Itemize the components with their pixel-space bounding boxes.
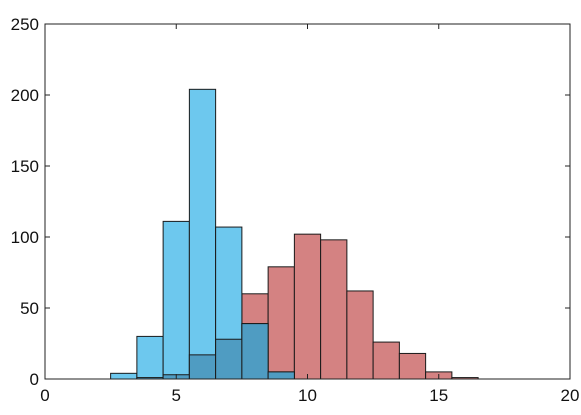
- x-tick-label-20: 20: [561, 386, 580, 405]
- histogram-bar-series-1-bin-11: [398, 352, 427, 380]
- y-tick-label-250: 250: [11, 15, 39, 34]
- y-tick-label-50: 50: [20, 299, 39, 318]
- axes-layer: [44, 23, 571, 380]
- y-tick-label-150: 150: [11, 157, 39, 176]
- x-tick-label-5: 5: [172, 386, 181, 405]
- histogram-bar-series-2-bin-3: [162, 220, 190, 380]
- histogram-bar-series-1-bin-10: [372, 341, 400, 380]
- y-tick-label-200: 200: [11, 86, 39, 105]
- histogram-bar-series-1-bin-6: [267, 266, 295, 380]
- histogram-bar-series-2-bin-1: [110, 372, 138, 380]
- overlap-bar-5.5: [188, 354, 217, 380]
- histogram-bar-series-1-bin-9: [346, 290, 374, 380]
- x-tick-label-15: 15: [429, 386, 448, 405]
- overlap-layer: [136, 323, 295, 380]
- histogram-bar-series-2-bin-2: [136, 335, 164, 380]
- x-tick-label-10: 10: [298, 386, 317, 405]
- histogram-bar-series-2-bin-4: [188, 88, 217, 380]
- overlap-bar-7.5: [241, 323, 269, 380]
- overlap-bar-8.5: [267, 371, 295, 380]
- histogram-bar-series-1-bin-8: [320, 239, 348, 380]
- y-tick-label-100: 100: [11, 228, 39, 247]
- histogram-bar-series-1-bin-7: [293, 233, 322, 380]
- x-tick-label-0: 0: [40, 386, 49, 405]
- y-tick-label-0: 0: [30, 370, 39, 389]
- overlap-bar-6.5: [215, 338, 243, 380]
